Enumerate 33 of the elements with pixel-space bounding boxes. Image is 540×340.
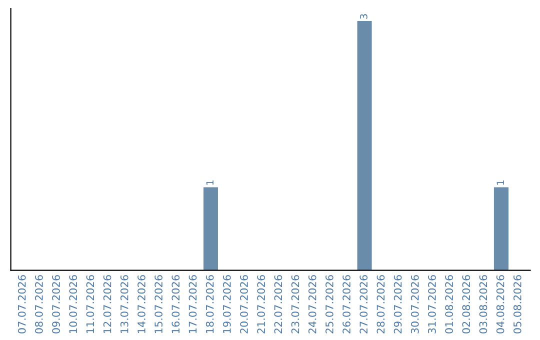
x-tick-label: 18.07.2026	[206, 275, 214, 333]
x-tick-label: 11.07.2026	[86, 275, 94, 333]
x-tick-label: 21.07.2026	[257, 275, 266, 334]
x-tick-label: 23.07.2026	[291, 275, 300, 334]
x-tick-label: 20.07.2026	[240, 275, 248, 334]
x-tick-label: 01.08.2026	[445, 275, 453, 334]
data-label: 3	[360, 14, 368, 19]
x-tick-label: 15.07.2026	[154, 275, 162, 333]
x-tick-label: 10.07.2026	[69, 275, 78, 333]
x-tick-label: 22.07.2026	[274, 275, 282, 334]
x-tick-label: 03.08.2026	[479, 275, 488, 334]
x-tick-label: 13.07.2026	[120, 275, 128, 333]
x-tick-label: 02.08.2026	[462, 275, 470, 334]
x-tick-label: 17.07.2026	[188, 275, 197, 333]
data-label: 1	[206, 180, 214, 185]
x-tick-label: 09.07.2026	[52, 275, 60, 334]
x-tick-label: 19.07.2026	[222, 275, 231, 333]
x-tick-label: 29.07.2026	[394, 275, 402, 334]
x-tick-label: 27.07.2026	[360, 275, 368, 334]
x-tick-label: 30.07.2026	[410, 275, 419, 334]
data-label: 1	[496, 180, 504, 185]
x-tick-label: 12.07.2026	[103, 275, 112, 333]
x-tick-label: 26.07.2026	[342, 275, 350, 334]
x-tick-label: 08.07.2026	[34, 275, 43, 334]
x-tick-label: 04.08.2026	[496, 275, 504, 334]
x-tick-label: 24.07.2026	[308, 275, 316, 334]
x-tick-label: 28.07.2026	[376, 275, 385, 334]
x-tick-label: 14.07.2026	[138, 275, 146, 333]
x-tick-label: 25.07.2026	[325, 275, 334, 334]
x-tick-label: 31.07.2026	[428, 275, 436, 334]
x-tick-label: 16.07.2026	[172, 275, 180, 333]
x-tick-label: 05.08.2026	[513, 275, 522, 334]
x-tick-label: 07.07.2026	[18, 275, 26, 334]
